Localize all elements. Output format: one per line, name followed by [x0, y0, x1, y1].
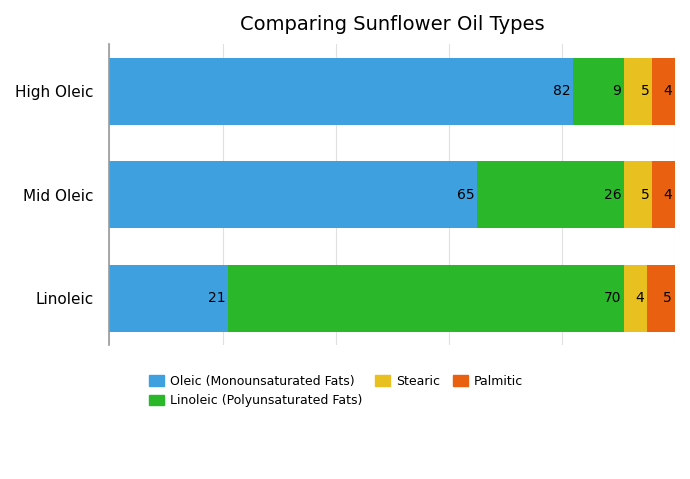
Text: 5: 5 [663, 291, 672, 305]
Bar [477, 161, 624, 228]
Text: 4: 4 [635, 291, 644, 305]
Text: 82: 82 [553, 84, 571, 98]
Text: 26: 26 [604, 188, 621, 202]
Legend: Oleic (Monounsaturated Fats), Linoleic (Polyunsaturated Fats), Stearic, Palmitic: Oleic (Monounsaturated Fats), Linoleic (… [144, 370, 529, 412]
Title: Comparing Sunflower Oil Types: Comparing Sunflower Oil Types [240, 15, 544, 34]
Bar [624, 161, 652, 228]
Text: 9: 9 [613, 84, 621, 98]
Bar [624, 264, 647, 332]
Text: 21: 21 [208, 291, 226, 305]
Bar [110, 161, 477, 228]
Text: 70: 70 [604, 291, 621, 305]
Bar [573, 57, 624, 125]
Bar [652, 57, 675, 125]
Bar [652, 161, 675, 228]
Text: 65: 65 [457, 188, 474, 202]
Bar [110, 264, 228, 332]
Bar [110, 57, 573, 125]
Text: 4: 4 [663, 84, 672, 98]
Text: 5: 5 [641, 188, 649, 202]
Bar [624, 57, 652, 125]
Bar [228, 264, 624, 332]
Text: 4: 4 [663, 188, 672, 202]
Bar [647, 264, 675, 332]
Text: 5: 5 [641, 84, 649, 98]
